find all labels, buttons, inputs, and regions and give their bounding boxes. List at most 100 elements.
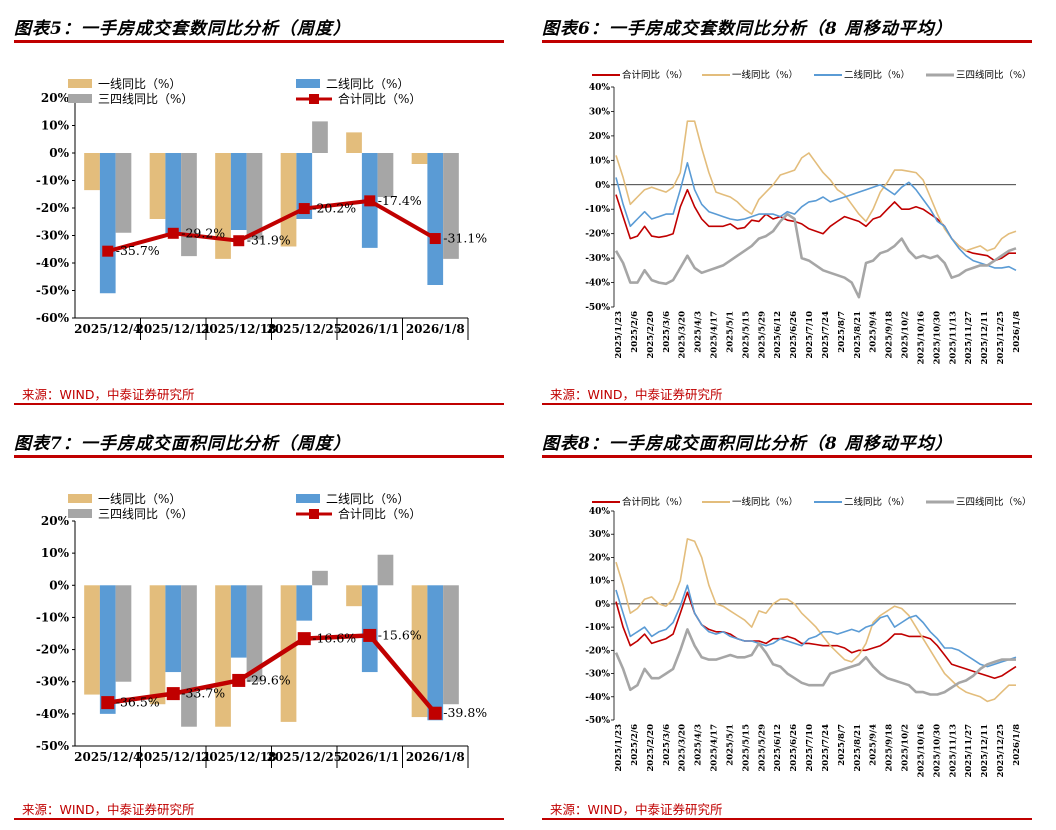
bar	[215, 153, 231, 259]
figure-5-chart: -60% -50% -40% -30% -20% -10% 0% 10% 20% 2025/12/…	[36, 77, 487, 340]
bar	[230, 153, 247, 230]
data-label: -31.9%	[247, 233, 291, 248]
source-rule	[14, 818, 504, 820]
bar	[149, 585, 166, 705]
x-tick-label: 2026/1/1	[340, 750, 399, 764]
y-tick-label: 10%	[589, 156, 611, 166]
figure-7-chart: -50%-40%-30%-20%-10%0%10%20%2025/12/4202…	[36, 492, 487, 768]
x-tick-label: 2025/2/20	[646, 311, 656, 359]
x-tick-label: 2025/9/4	[869, 311, 879, 353]
bar	[377, 153, 394, 197]
x-tick-label: 2025/10/2	[901, 724, 911, 772]
x-tick-label: 2025/12/11	[980, 724, 990, 778]
figure-7-panel: 图表7：一手房成交面积同比分析（周度） -50% -40% -30% -20% -10%…	[0, 415, 528, 830]
figure-6-panel: 图表6：一手房成交套数同比分析（8 周移动平均） -50% -40% -30% -20…	[528, 0, 1056, 415]
y-tick-label: 0%	[49, 146, 69, 160]
y-tick-label: -20%	[36, 643, 70, 657]
x-tick-label: 2025/12/25	[996, 311, 1006, 365]
data-label: -39.8%	[443, 705, 487, 720]
legend-label: 一线同比（%）	[732, 496, 798, 508]
bar	[84, 153, 100, 191]
bar	[165, 585, 182, 673]
legend-swatch	[68, 79, 92, 88]
figure-6-source: 来源：WIND，中泰证券研究所	[550, 387, 723, 402]
figure-8-title: 图表8：一手房成交面积同比分析（8 周移动平均）	[542, 434, 953, 454]
legend-label: 二线同比（%）	[844, 69, 910, 81]
x-tick-label: 2025/3/20	[678, 724, 688, 772]
x-tick-label: 2025/1/23	[614, 724, 624, 772]
legend-swatch	[296, 494, 320, 503]
title-rule	[14, 455, 504, 458]
x-tick-label: 2025/2/6	[630, 724, 640, 766]
bar	[411, 585, 428, 718]
x-tick-label: 2025/7/24	[821, 724, 831, 772]
y-tick-label: 40%	[589, 507, 611, 517]
legend-label: 合计同比（%）	[338, 91, 421, 106]
x-tick-label: 2025/8/7	[837, 311, 847, 353]
y-tick-label: -50%	[585, 303, 610, 313]
y-tick-label: 20%	[41, 91, 70, 105]
x-tick-label: 2025/11/13	[948, 311, 958, 365]
data-label: -31.1%	[443, 231, 487, 246]
x-tick-label: 2025/12/4	[74, 750, 141, 764]
x-tick-label: 2025/5/1	[725, 724, 735, 766]
bar	[84, 585, 100, 695]
figure-5-panel: 图表5：一手房成交套数同比分析（周度） -60% -50% -40% -30% -20%…	[0, 0, 528, 415]
title-rule	[542, 455, 1032, 458]
bar	[99, 153, 116, 294]
bar	[149, 153, 166, 219]
figure-5-title: 图表5：一手房成交套数同比分析（周度）	[14, 19, 351, 39]
bar	[443, 153, 459, 259]
legend-swatch	[309, 509, 319, 519]
total-series-marker	[428, 706, 442, 720]
x-tick-label: 2025/8/21	[853, 724, 863, 772]
y-tick-label: 20%	[589, 553, 611, 563]
y-tick-label: 30%	[589, 107, 611, 117]
x-tick-label: 2025/12/4	[74, 322, 141, 336]
total-series-marker	[233, 235, 245, 247]
figure-6-chart: -50% -40% -30% -20% -10% 0% 10% 20% 30% 40% 2025/1…	[585, 69, 1032, 365]
legend-label: 合计同比（%）	[622, 496, 688, 508]
legend-label: 三四线同比（%）	[956, 69, 1032, 81]
legend-swatch	[296, 79, 320, 88]
x-tick-label: 2025/6/26	[789, 724, 799, 772]
x-tick-label: 2025/5/15	[741, 311, 751, 359]
data-label: -29.6%	[247, 672, 291, 687]
x-tick-label: 2025/5/1	[725, 311, 735, 353]
data-label: -20.2%	[312, 201, 356, 216]
total-series-marker	[166, 687, 180, 701]
title-rule	[542, 40, 1032, 43]
y-tick-label: 20%	[589, 132, 611, 142]
bar	[312, 121, 328, 153]
total-series-marker	[297, 632, 311, 646]
x-tick-label: 2025/8/7	[837, 724, 847, 766]
x-tick-label: 2025/4/17	[710, 311, 720, 359]
y-tick-label: -30%	[36, 675, 70, 689]
total-series-marker	[232, 673, 246, 687]
legend-label: 三四线同比（%）	[98, 92, 193, 106]
y-tick-label: 40%	[589, 83, 611, 93]
x-tick-label: 2025/12/11	[980, 311, 990, 365]
legend-label: 一线同比（%）	[98, 77, 181, 91]
data-label: -15.6%	[378, 627, 422, 642]
bar	[280, 153, 297, 247]
x-tick-label: 2025/1/23	[614, 311, 624, 359]
x-tick-label: 2026/1/8	[406, 750, 465, 764]
x-tick-label: 2025/3/20	[678, 311, 688, 359]
y-tick-label: -50%	[585, 716, 610, 726]
total-series-line	[107, 198, 437, 254]
data-label: -16.6%	[312, 631, 356, 646]
data-label: -17.4%	[378, 193, 422, 208]
x-tick-label: 2025/3/6	[662, 311, 672, 353]
series-line	[615, 162, 1017, 272]
y-tick-label: 0%	[595, 600, 610, 610]
x-tick-label: 2025/5/29	[757, 311, 767, 359]
bar	[361, 585, 378, 673]
legend-swatch	[68, 494, 92, 503]
x-tick-label: 2026/1/8	[1012, 724, 1022, 766]
x-tick-label: 2025/9/18	[885, 311, 895, 359]
legend-label: 三四线同比（%）	[98, 507, 193, 521]
x-tick-label: 2025/12/11	[135, 750, 211, 764]
x-tick-label: 2025/6/26	[789, 311, 799, 359]
series-line	[615, 584, 1017, 668]
